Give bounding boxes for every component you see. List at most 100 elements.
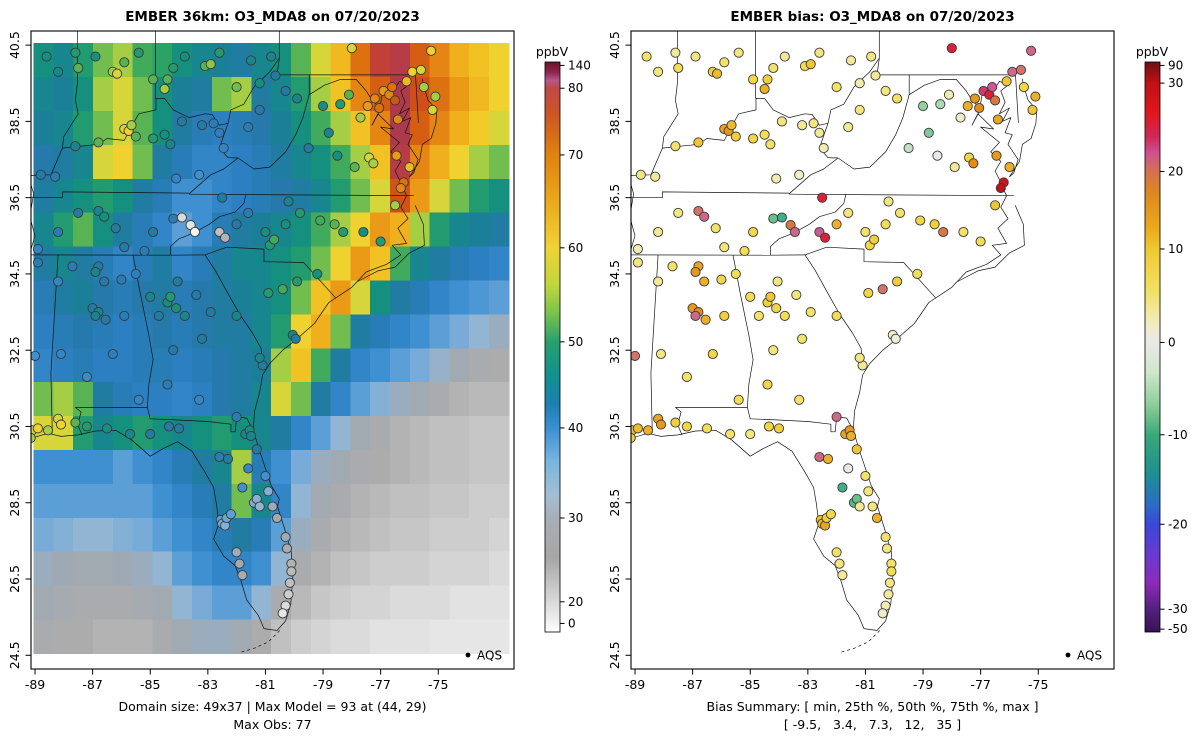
aqs-station-dot — [189, 226, 200, 238]
aqs-station-dot — [145, 291, 156, 302]
aqs-station-dot — [55, 348, 67, 360]
aqs-station-dot — [243, 122, 254, 133]
aqs-legend: AQS — [465, 649, 502, 663]
aqs-station-dot — [845, 55, 857, 66]
aqs-station-dot — [251, 444, 262, 455]
aqs-station-dot — [375, 236, 386, 247]
aqs-station-dot — [254, 352, 265, 363]
aqs-station-dot — [733, 394, 744, 405]
aqs-station-dot — [1018, 82, 1029, 93]
aqs-station-dot — [814, 47, 825, 58]
state-border-line — [631, 191, 790, 199]
aqs-station-dot — [1004, 162, 1015, 173]
aqs-station-dot — [946, 43, 957, 54]
aqs-station-dot — [871, 512, 883, 524]
aqs-station-dot — [266, 51, 277, 62]
aqs-station-dot — [1030, 91, 1041, 102]
aqs-station-dot — [670, 141, 681, 152]
colorbar-tick-label: 40 — [568, 421, 583, 435]
aqs-station-dot — [955, 112, 966, 123]
state-border-line — [31, 191, 190, 199]
aqs-station-dot — [260, 470, 271, 482]
aqs-station-dot — [912, 268, 923, 279]
aqs-station-dot — [70, 417, 81, 428]
state-border-line — [31, 183, 36, 251]
aqs-station-dot — [217, 192, 228, 203]
x-tick-label: -81 — [255, 677, 275, 692]
aqs-station-dot — [814, 127, 825, 138]
aqs-station-dot — [73, 207, 84, 218]
aqs-station-dot — [995, 183, 1006, 194]
aqs-station-dot — [762, 74, 773, 85]
raster-layer — [33, 43, 510, 654]
aqs-station-dot — [653, 226, 664, 238]
state-border-line — [631, 183, 636, 251]
aqs-station-dot — [81, 371, 92, 382]
aqs-station-dot — [338, 226, 349, 238]
aqs-station-dot — [707, 348, 718, 360]
aqs-station-dot — [768, 213, 779, 224]
bias-colorbar-label: ppbV — [1135, 44, 1169, 59]
aqs-station-dot — [843, 463, 854, 474]
state-border-line — [827, 57, 880, 124]
model-colorbar: 140 80 70 60 50 40 30 20 0 — [544, 58, 591, 633]
colorbar-tick-label: -10 — [1168, 428, 1188, 442]
aqs-station-dot — [415, 64, 427, 75]
x-axis: -89 -87 -85 -83 -81 -79 -77 -75 — [25, 669, 448, 692]
aqs-legend-dot-icon — [465, 652, 471, 658]
aqs-station-dot — [883, 196, 894, 207]
aqs-station-dot — [992, 114, 1003, 125]
aqs-station-dot — [712, 68, 723, 79]
aqs-station-dot — [162, 74, 173, 85]
aqs-station-dot — [197, 333, 208, 344]
y-tick-label: 32.5 — [7, 336, 22, 364]
outer-banks-outline — [357, 205, 425, 282]
aqs-station-dot — [99, 211, 110, 222]
aqs-station-dot — [119, 57, 130, 68]
aqs-station-dot — [877, 284, 888, 295]
aqs-station-dot — [831, 219, 842, 230]
aqs-station-dot — [831, 310, 842, 321]
aqs-station-dot — [153, 310, 164, 321]
florida-keys-outline — [240, 630, 281, 653]
aqs-station-dot — [165, 291, 176, 302]
map-content — [31, 31, 510, 654]
aqs-station-dot — [343, 89, 355, 100]
aqs-station-dot — [220, 232, 231, 243]
x-tick-label: -85 — [740, 677, 760, 692]
aqs-station-dot — [974, 102, 985, 114]
aqs-station-dot — [173, 423, 185, 434]
aqs-station-dot — [269, 234, 280, 245]
aqs-station-dot — [234, 558, 245, 569]
aqs-station-dot — [100, 314, 111, 325]
aqs-station-dot — [323, 127, 334, 138]
y-tick-label: 24.5 — [7, 641, 22, 669]
aqs-station-dot — [716, 274, 727, 285]
aqs-station-dot — [831, 82, 842, 93]
aqs-station-dot — [631, 432, 636, 443]
aqs-station-dot — [225, 509, 236, 520]
aqs-station-dot — [101, 423, 113, 434]
aqs-station-dot — [877, 608, 888, 619]
aqs-station-dot — [401, 76, 412, 87]
aqs-station-dot — [390, 95, 401, 106]
aqs-station-dot — [270, 70, 281, 81]
aqs-station-dot — [286, 566, 297, 577]
aqs-station-dot — [32, 257, 43, 268]
aqs-station-dot — [894, 207, 906, 218]
y-tick-label: 36.5 — [607, 184, 622, 212]
colorbar-tick-label: -30 — [1168, 602, 1188, 616]
state-border-line — [170, 194, 247, 256]
colorbar-tick-label: 90 — [1168, 58, 1183, 72]
aqs-station-dot — [655, 348, 667, 360]
x-tick-label: -89 — [25, 677, 45, 692]
aqs-station-dot — [362, 101, 373, 112]
aqs-station-dot — [880, 219, 891, 230]
x-tick-label: -77 — [970, 677, 990, 692]
aqs-station-dot — [110, 223, 121, 234]
chesapeake-bay-outline — [371, 78, 438, 183]
aqs-station-dot — [797, 120, 808, 131]
aqs-station-dot — [427, 104, 438, 115]
aqs-station-dot — [831, 411, 842, 422]
aqs-station-dot — [789, 226, 800, 238]
